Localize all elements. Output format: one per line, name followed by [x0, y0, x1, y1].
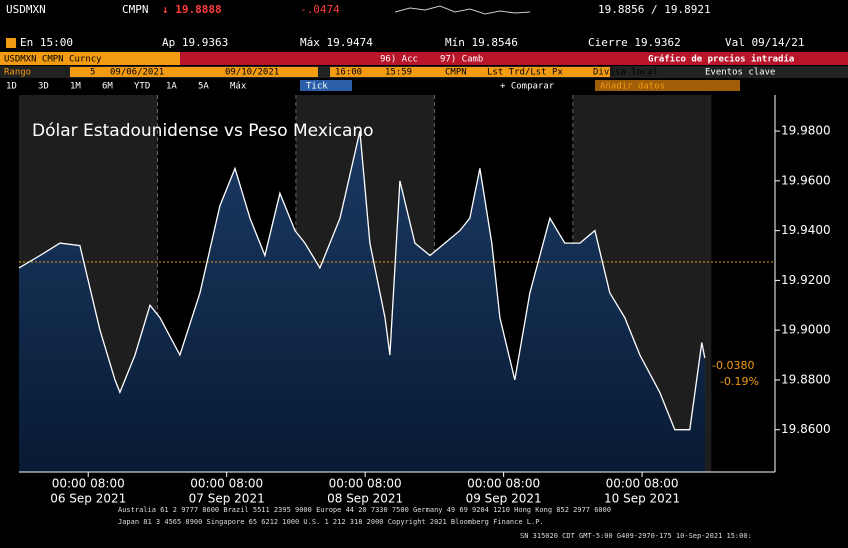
y-tick-label: 19.9000: [781, 323, 831, 337]
options-box: [330, 67, 610, 77]
time: En 15:00: [20, 36, 73, 49]
close: Cierre 19.9362: [588, 36, 681, 49]
end-time[interactable]: 15:59: [385, 68, 412, 78]
range-button[interactable]: 1A: [166, 82, 177, 92]
end-date[interactable]: 09/10/2021: [225, 68, 279, 78]
start-date[interactable]: 09/06/2021: [110, 68, 164, 78]
footer-line: Australia 61 2 9777 8600 Brazil 5511 239…: [118, 506, 611, 514]
y-tick-label: 19.8600: [781, 422, 831, 436]
range-button[interactable]: YTD: [134, 82, 150, 92]
security: USDMXN CMPN Curncy: [4, 55, 102, 65]
x-tick-label: 00:00 08:00: [606, 477, 679, 491]
x-tick-date: 07 Sep 2021: [189, 492, 265, 506]
y-tick-label: 19.9800: [781, 124, 831, 138]
field[interactable]: Lst Trd/Lst Px: [487, 68, 563, 78]
x-tick-label: 00:00 08:00: [467, 477, 540, 491]
source: CMPN: [122, 3, 149, 16]
x-tick-label: 00:00 08:00: [52, 477, 125, 491]
x-tick-date: 10 Sep 2021: [604, 492, 680, 506]
icon: [6, 38, 16, 48]
range-button[interactable]: 1M: [70, 82, 81, 92]
y-tick-label: 19.8800: [781, 372, 831, 386]
x-tick-label: 00:00 08:00: [190, 477, 263, 491]
high: Máx 19.9474: [300, 36, 373, 49]
menu-acc[interactable]: 96) Acc: [380, 55, 418, 65]
plot: 19.8600 19.8800 19.9000 19.9200 19.9400 19.96…: [18, 95, 831, 506]
add-data-box: [595, 80, 740, 91]
footer-line: Japan 81 3 4565 8900 Singapore 65 6212 1…: [118, 518, 544, 526]
range-days[interactable]: 5: [90, 68, 95, 78]
value-date: Val 09/14/21: [725, 36, 804, 49]
events[interactable]: Eventos clave: [705, 68, 775, 78]
security-box: [0, 52, 180, 65]
change-label: -0.0380: [712, 359, 754, 372]
range-button[interactable]: 6M: [102, 82, 113, 92]
low: Mín 19.8546: [445, 36, 518, 49]
chart-name: Gráfico de precios intradía: [648, 54, 794, 65]
range-button[interactable]: 1D: [6, 82, 17, 92]
footer-line: SN 315020 CDT GMT-5:00 G409-2970-175 10-…: [520, 532, 752, 540]
x-tick-date: 09 Sep 2021: [466, 492, 542, 506]
range-box: [70, 67, 318, 77]
y-tick-label: 19.9200: [781, 273, 831, 287]
y-tick-label: 19.9400: [781, 223, 831, 237]
tick-button-box: [300, 80, 352, 91]
range-button[interactable]: Máx: [230, 82, 247, 92]
add-data[interactable]: Añadir datos: [600, 82, 665, 92]
chart-title: Dólar Estadounidense vs Peso Mexicano: [32, 121, 374, 141]
range-buttons: 1D 3D 1M 6M YTD 1A 5A Máx: [6, 82, 247, 92]
pricing-source[interactable]: CMPN: [445, 68, 467, 78]
start-time[interactable]: 16:00: [335, 68, 362, 78]
price-line: [18, 130, 706, 431]
range-button[interactable]: 5A: [198, 82, 209, 92]
toolbar: [0, 52, 848, 65]
last-price: ↓ 19.8888: [162, 3, 222, 16]
ticker: USDMXN: [6, 3, 46, 16]
compare[interactable]: + Comparar: [500, 82, 555, 92]
bid-ask: 19.8856 / 19.8921: [598, 3, 711, 16]
x-tick-label: 00:00 08:00: [329, 477, 402, 491]
menu-camb[interactable]: 97) Camb: [440, 55, 483, 65]
range-button[interactable]: 3D: [38, 82, 49, 92]
x-tick-date: 08 Sep 2021: [327, 492, 403, 506]
change-pct-label: -0.19%: [720, 375, 759, 388]
area: [19, 131, 705, 472]
sparkline: [394, 5, 531, 15]
tick-button[interactable]: Tick: [306, 82, 328, 92]
y-tick-label: 19.9600: [781, 173, 831, 187]
open: Ap 19.9363: [162, 36, 228, 49]
range-label: Rango: [4, 68, 31, 78]
x-tick-date: 06 Sep 2021: [50, 492, 126, 506]
change: -.0474: [300, 3, 340, 16]
currency[interactable]: Divisa local: [593, 68, 658, 78]
